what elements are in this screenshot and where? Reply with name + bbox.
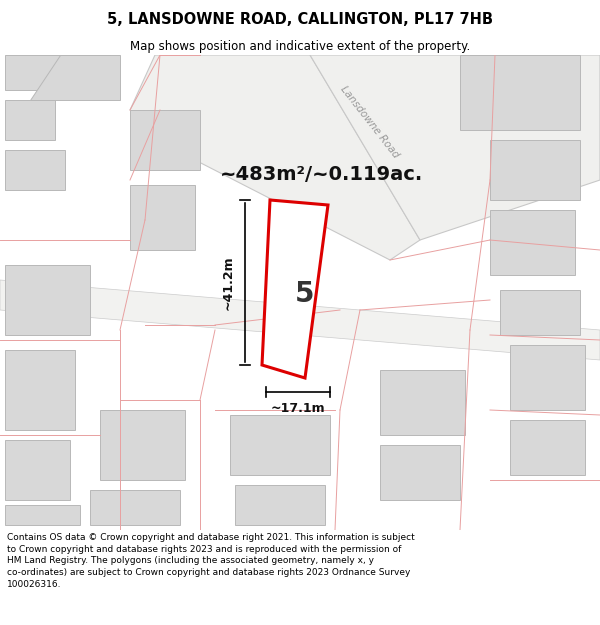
Polygon shape (310, 55, 600, 240)
Polygon shape (5, 440, 70, 500)
Polygon shape (90, 490, 180, 525)
Polygon shape (380, 445, 460, 500)
Text: Contains OS data © Crown copyright and database right 2021. This information is : Contains OS data © Crown copyright and d… (7, 533, 415, 589)
Text: Map shows position and indicative extent of the property.: Map shows position and indicative extent… (130, 39, 470, 52)
Text: Lansdowne Road: Lansdowne Road (339, 84, 401, 160)
Polygon shape (510, 420, 585, 475)
Polygon shape (262, 200, 328, 378)
Text: 5: 5 (295, 280, 315, 308)
Polygon shape (5, 150, 65, 190)
Polygon shape (100, 410, 185, 480)
Polygon shape (5, 265, 90, 335)
Text: ~41.2m: ~41.2m (222, 255, 235, 310)
Polygon shape (130, 110, 200, 170)
Polygon shape (490, 140, 580, 200)
Polygon shape (5, 350, 75, 430)
Polygon shape (30, 55, 120, 100)
Polygon shape (5, 55, 110, 90)
Polygon shape (230, 415, 330, 475)
Polygon shape (130, 185, 195, 250)
Polygon shape (380, 370, 465, 435)
Polygon shape (235, 485, 325, 525)
Polygon shape (0, 280, 600, 360)
Text: ~483m²/~0.119ac.: ~483m²/~0.119ac. (220, 166, 423, 184)
Polygon shape (130, 55, 420, 260)
Text: ~17.1m: ~17.1m (271, 402, 325, 415)
Polygon shape (5, 505, 80, 525)
Polygon shape (5, 100, 55, 140)
Polygon shape (510, 345, 585, 410)
Polygon shape (500, 290, 580, 335)
Polygon shape (460, 55, 580, 130)
Polygon shape (490, 210, 575, 275)
Text: 5, LANSDOWNE ROAD, CALLINGTON, PL17 7HB: 5, LANSDOWNE ROAD, CALLINGTON, PL17 7HB (107, 12, 493, 27)
